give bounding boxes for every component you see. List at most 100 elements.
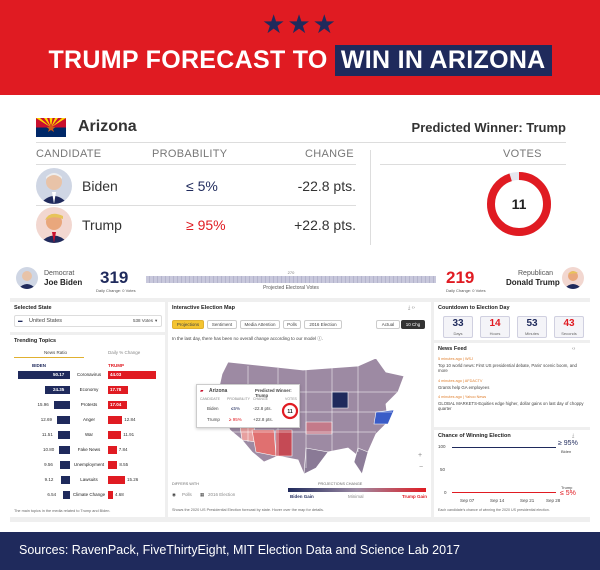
biden-bar <box>17 371 70 379</box>
news-item[interactable]: Top 10 world news: First US presidential… <box>438 363 577 373</box>
tab-projections[interactable]: Projections <box>172 320 204 329</box>
popup-prob: ≥ 95% <box>229 417 242 422</box>
candidate-name: Trump <box>82 217 122 233</box>
col-votes: VOTES <box>503 148 542 160</box>
legend-trump-gain: Trump Gain <box>402 494 428 499</box>
y-tick: 0 <box>444 490 447 495</box>
state-name: Arizona <box>78 118 137 135</box>
trending-row[interactable]: 10.80 Fake News 7.84 <box>13 446 158 455</box>
trump-column-label: TRUMP <box>108 363 124 368</box>
zoom-in-icon[interactable]: + <box>418 452 423 459</box>
trending-row[interactable]: 6.54 Climate Change 4.68 <box>13 491 158 500</box>
trending-row[interactable]: 15.96 Protests 17.04 <box>13 401 158 410</box>
tab-sentiment[interactable]: Sentiment <box>207 320 237 329</box>
map-footnote: Shows the 2020 US Presidential Election … <box>172 508 324 512</box>
flag-icon: ▰ <box>200 388 204 393</box>
trending-row[interactable]: 12.69 Anger 12.84 <box>13 416 158 425</box>
biden-bar <box>60 476 70 484</box>
news-meta: 5 minutes ago | WSJ <box>438 357 473 361</box>
topic-label: Anger <box>82 417 95 422</box>
countdown-label: Hours <box>489 331 501 336</box>
biden-bar <box>60 461 70 469</box>
topic-label: Coronavirus <box>76 372 102 377</box>
panel-title: Selected State <box>14 305 52 311</box>
panel-title: Interactive Election Map <box>172 305 235 311</box>
popup-col: CHANGE <box>253 397 268 401</box>
panel-title: News Feed <box>438 346 467 352</box>
trump-value: 44.03 <box>110 372 122 377</box>
legend-2016: 2016 Election <box>208 492 236 497</box>
countdown-value: 14 <box>489 318 501 329</box>
electoral-bar <box>146 276 436 283</box>
legend-gradient <box>288 488 426 492</box>
x-tick: Sep 14 <box>490 498 505 503</box>
trending-row[interactable]: 50.17 Coronavirus 44.03 <box>13 371 158 380</box>
trump-value: 17.04 <box>110 402 122 407</box>
biden-value: 9.56 <box>44 462 53 467</box>
biden-value: 6.54 <box>47 492 57 497</box>
divider <box>36 142 566 143</box>
biden-value: 15.96 <box>37 402 49 407</box>
col-change: CHANGE <box>305 148 354 160</box>
map-note: In the last day, there has been no overa… <box>172 336 324 341</box>
tab-media-attention[interactable]: Media Attention <box>240 320 280 329</box>
biden-value: 11.51 <box>41 432 53 437</box>
news-item[interactable]: Grants help GA employees <box>438 385 490 390</box>
popup-change: -22.8 pts. <box>253 406 272 411</box>
toggle-10chg[interactable]: 10 Chg <box>401 320 425 329</box>
candidate-change: -22.8 pts. <box>297 178 356 194</box>
countdown-value: 33 <box>452 318 464 329</box>
electoral-topbar: Democrat Joe Biden 319 Daily Change: 0 V… <box>10 262 590 298</box>
trump-bar <box>108 446 117 454</box>
trump-value: 15.26 <box>127 477 139 482</box>
tab-polls[interactable]: Polls <box>283 320 301 329</box>
votes-donut: 11 <box>486 171 552 237</box>
trump-value: 4.68 <box>114 492 124 497</box>
download-icon[interactable]: ⤓ <box>572 433 575 439</box>
divider <box>380 164 566 165</box>
trending-row[interactable]: 9.12 Lawsuits 15.26 <box>13 476 158 485</box>
share-icon[interactable]: ‹› <box>572 346 576 352</box>
state-select-value: United States <box>29 318 63 324</box>
trending-row[interactable]: 11.51 War 11.91 <box>13 431 158 440</box>
toggle-actual[interactable]: Actual <box>376 320 400 329</box>
active-tab-indicator <box>14 357 84 358</box>
legend-differs: DIFFERS WITH <box>172 482 199 486</box>
trending-row[interactable]: 9.56 Unemployment 8.55 <box>13 461 158 470</box>
news-item[interactable]: GLOBAL MARKETS-Equities edge higher, dol… <box>438 401 584 411</box>
selected-state-panel: Selected State ▬ United States 538 Votes… <box>10 302 165 332</box>
trending-row[interactable]: 24.35 Economy 17.78 <box>13 386 158 395</box>
countdown-label: Minutes <box>524 331 539 336</box>
news-feed-panel: News Feed ‹› 5 minutes ago | WSJ Top 10 … <box>434 343 590 427</box>
topic-label: Economy <box>79 387 99 392</box>
state-header: Arizona Predicted Winner: Trump <box>36 116 566 138</box>
trump-bar <box>108 371 157 379</box>
rep-change: Daily Change: 0 Votes <box>446 288 486 293</box>
topic-label: Unemployment <box>73 462 105 467</box>
legend-polls: Polls <box>182 492 192 497</box>
state-select[interactable]: ▬ United States 538 Votes ▾ <box>14 315 162 327</box>
trump-bar <box>108 476 126 484</box>
countdown-value: 43 <box>563 318 575 329</box>
panel-title: Trending Topics <box>14 338 57 344</box>
download-icon[interactable]: ⤓ ‹› <box>408 305 415 311</box>
tab-2016-election[interactable]: 2016 Election <box>304 320 342 329</box>
biden-value: 50.17 <box>53 372 65 377</box>
biden-column-label: BIDEN <box>32 363 47 368</box>
tab-daily-change[interactable]: Daily % Change <box>108 350 141 355</box>
biden-bar <box>59 446 70 454</box>
divider <box>36 164 356 165</box>
trump-bar <box>108 401 127 409</box>
panel-title: Chance of Winning Election <box>438 433 511 439</box>
tab-news-ratio[interactable]: News Ratio <box>44 350 68 355</box>
map-popup: ▰ Arizona Predicted Winner: Trump CANDID… <box>196 384 300 428</box>
countdown-hours: 14 Hours <box>480 316 510 338</box>
electoral-label: Projected Electoral Votes <box>263 285 319 291</box>
chevron-down-icon: ▾ <box>155 318 158 323</box>
dashboard-preview: Democrat Joe Biden 319 Daily Change: 0 V… <box>10 262 590 522</box>
rep-votes: 219 <box>446 268 475 287</box>
trump-bar <box>108 416 123 424</box>
zoom-out-icon[interactable]: − <box>419 464 424 471</box>
toggle-icon[interactable]: ◉ <box>172 492 176 497</box>
popup-col: PROBABILITY <box>227 397 250 401</box>
